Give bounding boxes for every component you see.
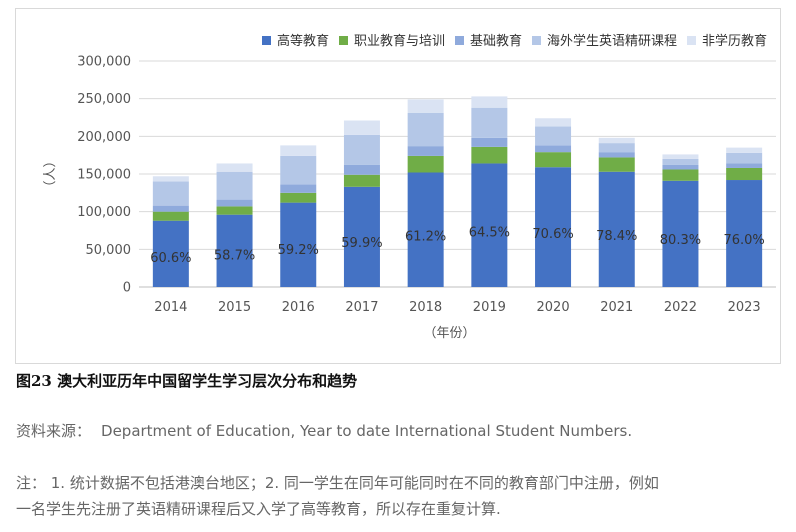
bar-segment: [471, 137, 508, 147]
y-tick-label: 0: [123, 281, 131, 296]
bar-segment: [471, 163, 508, 287]
legend-swatch: [262, 36, 271, 45]
bar-segment: [726, 147, 763, 153]
bar-segment: [216, 171, 253, 200]
bar-segment: [216, 199, 253, 207]
legend-label: 基础教育: [470, 33, 522, 49]
bar-segment: [280, 145, 317, 156]
legend-label: 职业教育与培训: [354, 33, 445, 49]
bar-segment: [407, 155, 444, 173]
bar-segment: [662, 180, 699, 287]
data-label: 76.0%: [723, 233, 764, 248]
figure-caption: 图23 澳大利亚历年中国留学生学习层次分布和趋势: [16, 372, 358, 390]
y-axis-label: （人）: [43, 154, 58, 193]
x-tick-label: 2015: [218, 300, 251, 315]
bar-segment: [535, 152, 572, 168]
note-block: 注： 1. 统计数据不包括港澳台地区；2. 同一学生在同年可能同时在不同的教育部…: [16, 470, 786, 522]
bar-segment: [280, 192, 317, 203]
bar-segment: [726, 152, 763, 164]
bar-segment: [726, 163, 763, 168]
y-tick-label: 50,000: [86, 243, 132, 258]
bar-segment: [407, 146, 444, 156]
y-tick-label: 250,000: [77, 92, 131, 107]
y-tick-label: 150,000: [77, 168, 131, 183]
bar-segment: [471, 107, 508, 138]
data-label: 61.2%: [405, 229, 446, 244]
data-label: 60.6%: [150, 251, 191, 266]
bar-segment: [535, 145, 572, 153]
legend-label: 高等教育: [277, 33, 329, 49]
bar-segment: [407, 112, 444, 147]
x-tick-label: 2020: [537, 300, 570, 315]
x-tick-label: 2016: [282, 300, 315, 315]
bar-segment: [598, 137, 635, 144]
bar-segment: [343, 164, 380, 175]
note-line: 注： 1. 统计数据不包括港澳台地区；2. 同一学生在同年可能同时在不同的教育部…: [16, 474, 659, 492]
bar-segment: [280, 184, 317, 193]
source-text: Department of Education, Year to date In…: [101, 422, 633, 440]
x-tick-label: 2022: [664, 300, 697, 315]
data-label: 58.7%: [214, 248, 255, 263]
bar-segment: [343, 174, 380, 187]
data-label: 80.3%: [660, 233, 701, 248]
bar-segment: [726, 180, 763, 287]
data-label: 59.2%: [278, 243, 319, 258]
bar-segment: [152, 211, 189, 221]
data-label: 78.4%: [596, 229, 637, 244]
source-line: 资料来源： Department of Education, Year to da…: [16, 420, 632, 441]
bar-segment: [471, 146, 508, 164]
bar-segment: [343, 134, 380, 165]
bar-segment: [152, 220, 189, 287]
bar-segment: [216, 163, 253, 172]
data-label: 59.9%: [341, 236, 382, 251]
bar-segment: [216, 206, 253, 215]
x-axis-label: （年份）: [423, 326, 475, 341]
bar-segment: [598, 171, 635, 287]
x-tick-label: 2019: [473, 300, 506, 315]
bar-segment: [535, 126, 572, 146]
bar-segment: [598, 152, 635, 158]
bar-segment: [662, 158, 699, 165]
bar-segment: [598, 143, 635, 153]
legend-swatch: [687, 36, 696, 45]
bar-segment: [535, 167, 572, 287]
bar-segment: [152, 181, 189, 206]
legend-swatch: [532, 36, 541, 45]
bar-segment: [662, 169, 699, 181]
x-tick-label: 2017: [345, 300, 378, 315]
bar-segment: [152, 205, 189, 212]
y-tick-label: 200,000: [77, 130, 131, 145]
legend-swatch: [455, 36, 464, 45]
x-tick-label: 2023: [728, 300, 761, 315]
y-tick-label: 100,000: [77, 205, 131, 220]
x-tick-label: 2018: [409, 300, 442, 315]
x-tick-label: 2021: [600, 300, 633, 315]
bar-segment: [598, 157, 635, 172]
bar-segment: [662, 154, 699, 159]
bar-segment: [407, 99, 444, 113]
bar-segment: [662, 164, 699, 170]
bar-segment: [471, 96, 508, 108]
bar-segment: [726, 167, 763, 181]
legend-swatch: [339, 36, 348, 45]
bar-segment: [407, 172, 444, 287]
stacked-bar-chart: 0 50,000 100,000 150,000 200,000 250,000 300,0…: [43, 33, 776, 341]
bar-segment: [280, 202, 317, 287]
data-label: 64.5%: [469, 225, 510, 240]
note-line: 一名学生先注册了英语精研课程后又入学了高等教育，所以存在重复计算.: [16, 500, 501, 518]
bar-segment: [343, 186, 380, 287]
source-label: 资料来源：: [16, 422, 92, 440]
bar-segment: [152, 176, 189, 182]
bar-segment: [535, 118, 572, 127]
chart-container: 0 50,000 100,000 150,000 200,000 250,000 300,0…: [15, 8, 781, 364]
legend-label: 非学历教育: [702, 33, 767, 49]
data-label: 70.6%: [532, 227, 573, 242]
bar-segment: [216, 214, 253, 287]
bar-segment: [343, 120, 380, 135]
legend-label: 海外学生英语精研课程: [547, 33, 677, 49]
x-tick-label: 2014: [154, 300, 187, 315]
y-tick-label: 300,000: [77, 55, 131, 70]
bar-segment: [280, 155, 317, 185]
